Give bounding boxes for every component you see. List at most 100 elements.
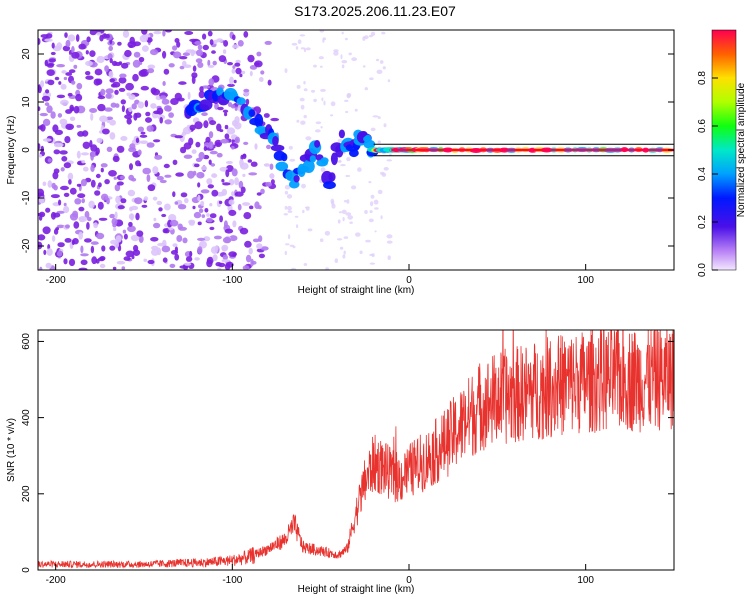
spectrogram-blob — [168, 63, 175, 68]
spectrogram-blob — [200, 189, 210, 194]
spectrogram-blob — [100, 167, 104, 173]
spectrogram-blob — [46, 248, 53, 256]
spectrogram-blob — [250, 161, 258, 167]
spectrogram-blob — [109, 78, 115, 83]
spectrogram-ridge-blob — [349, 149, 359, 158]
spectrogram-blob — [54, 76, 60, 81]
spectrogram-blob — [114, 184, 121, 192]
spectrogram-blob — [129, 143, 136, 150]
spectrogram-blob — [195, 49, 204, 57]
spectrogram-blob — [128, 45, 134, 48]
snr-trace-layer — [38, 330, 674, 569]
spectrogram-blob — [109, 119, 116, 126]
spectrogram-blob — [46, 105, 53, 114]
spectrogram-blob — [179, 65, 185, 70]
spectrogram-faint-blob — [296, 84, 301, 89]
spectrogram-blob — [232, 220, 237, 228]
spectrogram-blob — [128, 106, 133, 113]
spectrogram-blob — [95, 173, 101, 179]
spectrogram-faint-blob — [349, 221, 353, 224]
spectrogram-blob — [59, 118, 68, 125]
spectrogram-x-label: Height of straight line (km) — [298, 285, 415, 296]
spectrogram-blob — [161, 98, 170, 105]
spectrogram-blob — [185, 256, 193, 262]
spectrogram-blob — [63, 162, 72, 169]
spectrogram-blob — [137, 101, 145, 109]
spectrogram-blob — [256, 243, 263, 250]
spectrogram-blob — [38, 234, 46, 241]
spectrogram-blob — [143, 258, 148, 262]
spectrogram-blob — [90, 241, 99, 245]
spectrogram-blob — [47, 63, 55, 66]
spectrogram-blob — [94, 190, 101, 196]
spectrogram-blob — [67, 34, 76, 42]
spectrogram-blob — [156, 200, 163, 206]
spectrogram-faint-blob — [386, 240, 393, 244]
spectrogram-faint-blob — [381, 31, 386, 35]
spectrogram-blob — [211, 189, 219, 197]
spectrogram-blob — [131, 255, 135, 260]
spectrogram-blob — [128, 221, 133, 227]
spectrogram-blob — [60, 185, 69, 191]
spectrogram-blob — [206, 217, 213, 223]
spectrogram-y-tick-label: 20 — [21, 48, 32, 60]
spectrogram-blob — [228, 209, 237, 216]
spectrogram-blob — [234, 191, 244, 197]
spectrogram-blob — [244, 240, 252, 248]
spectrogram-blob — [237, 203, 242, 211]
spectrogram-blob — [231, 68, 236, 74]
spectrogram-faint-blob — [377, 189, 383, 195]
spectrogram-blob — [138, 56, 145, 63]
spectrogram-blob — [243, 141, 249, 145]
spectrogram-blob — [228, 251, 237, 257]
spectrogram-blob — [210, 163, 216, 167]
spectrogram-blob — [220, 138, 229, 144]
spectrogram-ridge-blob — [272, 136, 279, 146]
spectrogram-blob — [200, 200, 205, 207]
spectrogram-ridge-blob — [328, 172, 336, 182]
spectrogram-blob — [95, 151, 99, 156]
spectrogram-blob — [38, 196, 45, 204]
spectrogram-blob — [139, 140, 148, 144]
spectrogram-faint-blob — [354, 108, 358, 112]
snr-x-label: Height of straight line (km) — [298, 584, 415, 595]
spectrogram-faint-blob — [355, 232, 361, 237]
spectrogram-faint-blob — [321, 97, 324, 102]
spectrogram-faint-blob — [287, 234, 291, 240]
spectrogram-blob — [247, 159, 252, 163]
spectrogram-blob — [133, 51, 141, 58]
spectrogram-blob — [218, 55, 227, 63]
spectrogram-blob — [162, 30, 166, 37]
spectrogram-x-tick-label: -100 — [222, 275, 242, 286]
spectrogram-blob — [195, 58, 203, 64]
spectrogram-blob — [157, 242, 167, 247]
spectrogram-blob — [269, 163, 274, 170]
spectrogram-blob — [231, 120, 238, 127]
spectrogram-blob — [184, 31, 194, 35]
spectrogram-blob — [105, 34, 110, 39]
spectrogram-faint-blob — [313, 64, 317, 68]
spectrogram-blob — [248, 247, 253, 255]
spectrogram-blob — [138, 162, 142, 167]
spectrogram-blob — [178, 81, 187, 85]
spectrogram-faint-blob — [320, 126, 323, 129]
spectrogram-blob — [75, 93, 83, 102]
spectrogram-blob — [124, 114, 133, 120]
spectrogram-faint-blob — [368, 218, 374, 223]
spectrogram-blob — [254, 143, 258, 150]
snr-marks — [38, 330, 674, 569]
spectrogram-blob — [120, 99, 127, 105]
spectrogram-faint-blob — [320, 88, 326, 92]
spectrogram-blob — [105, 88, 114, 94]
spectrogram-faint-blob — [343, 250, 346, 255]
spectrogram-blob — [242, 202, 251, 206]
spectrogram-blob — [225, 261, 234, 268]
spectrogram-blob — [249, 70, 253, 77]
spectrogram-blob — [154, 154, 163, 160]
spectrogram-blob — [146, 125, 154, 132]
spectrogram-blob — [249, 205, 254, 210]
snr-y-tick-label: 200 — [21, 485, 32, 502]
spectrogram-blob — [194, 41, 202, 45]
spectrogram-faint-blob — [287, 205, 292, 211]
